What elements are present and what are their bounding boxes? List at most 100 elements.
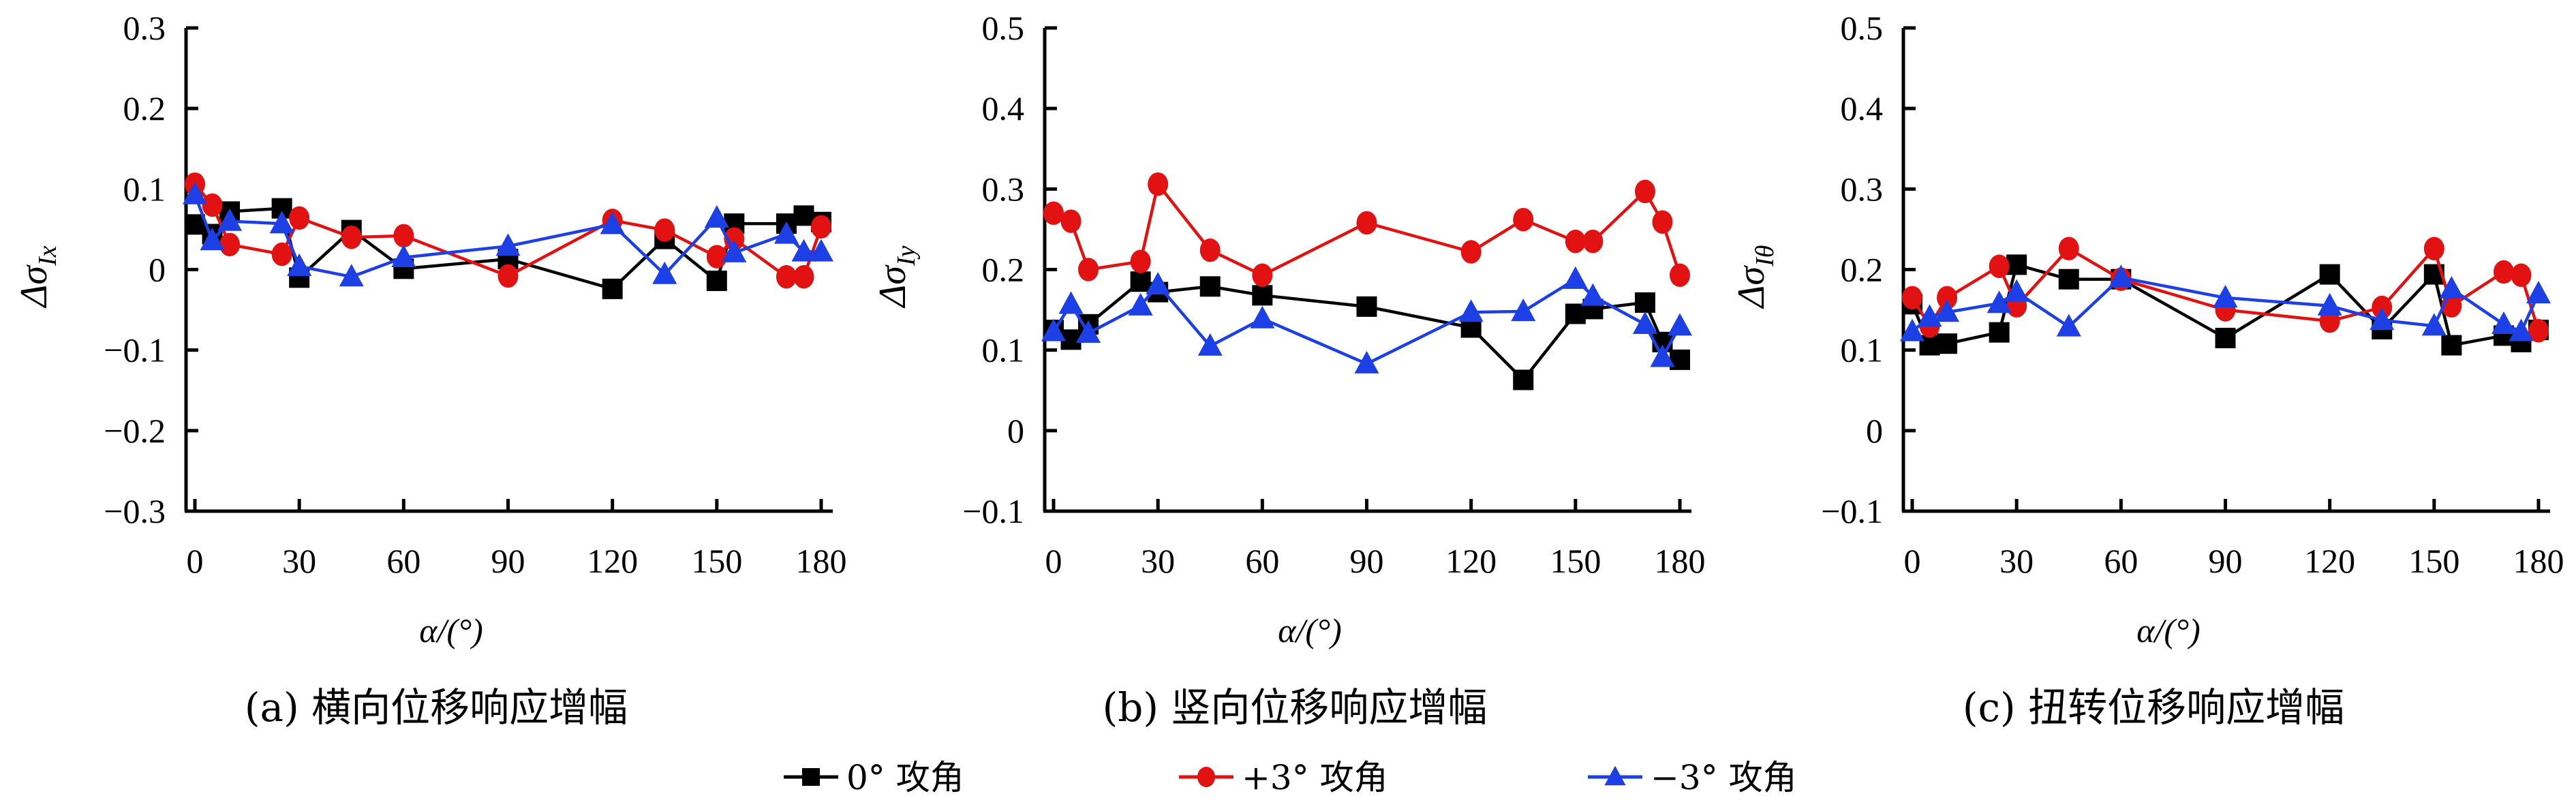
x-axis-title: α/(°) [2136,611,2200,650]
x-axis-title: α/(°) [419,611,482,650]
y-tick-label: 0.2 [1841,251,1884,289]
y-axis-title: ΔσIx [13,245,62,308]
circle-marker [1634,179,1655,204]
legend-item: +3° 攻角 [1179,758,1388,797]
x-tick-label: 120 [587,542,638,580]
circle-marker [1252,263,1273,288]
chart-caption: (c) 扭转位移响应增幅 [1963,684,2344,731]
circle-marker [1989,254,2010,279]
triangle-marker [2439,275,2464,299]
circle-marker [1582,229,1604,254]
triangle-marker [217,208,243,231]
circle-marker [1565,229,1586,254]
circle-marker [1130,249,1151,273]
triangle-marker [1041,318,1066,341]
triangle-marker [2421,313,2447,336]
y-tick-label: −0.1 [104,331,166,369]
y-tick-label: 0.5 [982,9,1025,47]
x-tick-label: 180 [2513,542,2564,580]
legend-circle-marker [1197,767,1215,787]
chart-panel-b: −0.1 0 0.1 0.2 0.3 0.4 0.5 0 30 60 90 120 150 180 α/(°… [872,9,1706,731]
circle-marker [341,225,362,249]
triangle-marker [791,239,816,262]
circle-marker [811,215,831,239]
triangle-marker [2004,279,2029,302]
square-marker [1130,271,1151,292]
series-2 [1900,264,2551,341]
x-tick-label: 90 [491,542,525,580]
triangle-marker [773,221,799,244]
circle-marker [1937,286,1958,310]
square-marker [185,214,205,235]
circle-marker [1902,286,1922,310]
legend-triangle-marker [1604,765,1626,786]
square-marker [2441,335,2462,356]
x-tick-label: 30 [1999,542,2034,580]
triangle-marker [1250,305,1275,329]
circle-marker [2493,260,2514,284]
triangle-marker [722,239,747,262]
triangle-marker [2526,281,2551,304]
y-tick-label: −0.1 [1821,492,1883,530]
circle-marker [497,264,519,288]
triangle-marker [1668,313,1692,336]
triangle-marker [1146,272,1171,295]
x-tick-label: 150 [2408,542,2459,580]
triangle-marker [391,244,416,267]
y-axis-title-subscript: Iθ [1751,245,1779,267]
chart-caption: (a) 横向位移响应增幅 [245,684,628,731]
triangle-marker [495,233,521,256]
circle-marker [1652,210,1673,234]
legend-label: +3° 攻角 [1242,758,1388,797]
x-tick-label: 0 [187,542,204,580]
series-1 [1043,172,1690,288]
square-marker [1513,369,1534,391]
y-tick-label: 0 [1866,412,1883,450]
y-axis-title-main: Δσ [872,264,914,309]
y-tick-label: −0.1 [962,492,1024,530]
circle-marker [1060,209,1082,233]
triangle-marker [1197,333,1223,356]
circle-marker [289,206,310,230]
y-tick-label: 0.3 [123,9,166,47]
circle-marker [2528,319,2549,343]
y-tick-label: 0.2 [123,89,166,127]
x-tick-label: 30 [282,542,316,580]
square-marker [2006,254,2027,275]
circle-marker [1078,258,1099,281]
triangle-marker [183,181,207,204]
circle-marker [393,224,414,248]
triangle-marker [339,264,364,287]
chart-panel-c: −0.1 0 0.1 0.2 0.3 0.4 0.5 0 30 60 90 120 150 180 α/(°… [1730,9,2564,731]
x-tick-label: 0 [1045,542,1062,580]
y-tick-label: −0.3 [104,492,166,530]
y-tick-label: 0.1 [123,170,166,208]
triangle-marker [704,204,729,228]
circle-marker [776,264,797,289]
circle-marker [1460,240,1482,264]
triangle-marker [1650,344,1675,367]
circle-marker [271,242,292,266]
y-tick-label: 0.1 [982,331,1025,369]
x-tick-label: 90 [2209,542,2243,580]
triangle-marker [2056,314,2081,337]
y-axis-title-main: Δσ [1730,265,1773,309]
x-tick-label: 120 [2304,542,2355,580]
x-tick-label: 30 [1141,542,1175,580]
triangle-marker [1058,291,1084,314]
y-axis-title-subscript: Ix [33,245,62,266]
square-marker [2058,269,2079,290]
legend: 0° 攻角 +3° 攻角 −3° 攻角 [784,758,1797,797]
x-tick-label: 0 [1904,542,1921,580]
x-tick-label: 150 [691,542,742,580]
circle-marker [654,218,675,242]
triangle-marker [2317,292,2342,316]
circle-marker [706,245,727,269]
circle-marker [1356,211,1377,235]
x-tick-label: 60 [2104,542,2138,580]
square-marker [1634,292,1655,313]
legend-label: −3° 攻角 [1651,758,1797,797]
triangle-marker [1128,292,1153,316]
x-axis-title: α/(°) [1278,611,1341,650]
triangle-marker [1511,299,1536,322]
